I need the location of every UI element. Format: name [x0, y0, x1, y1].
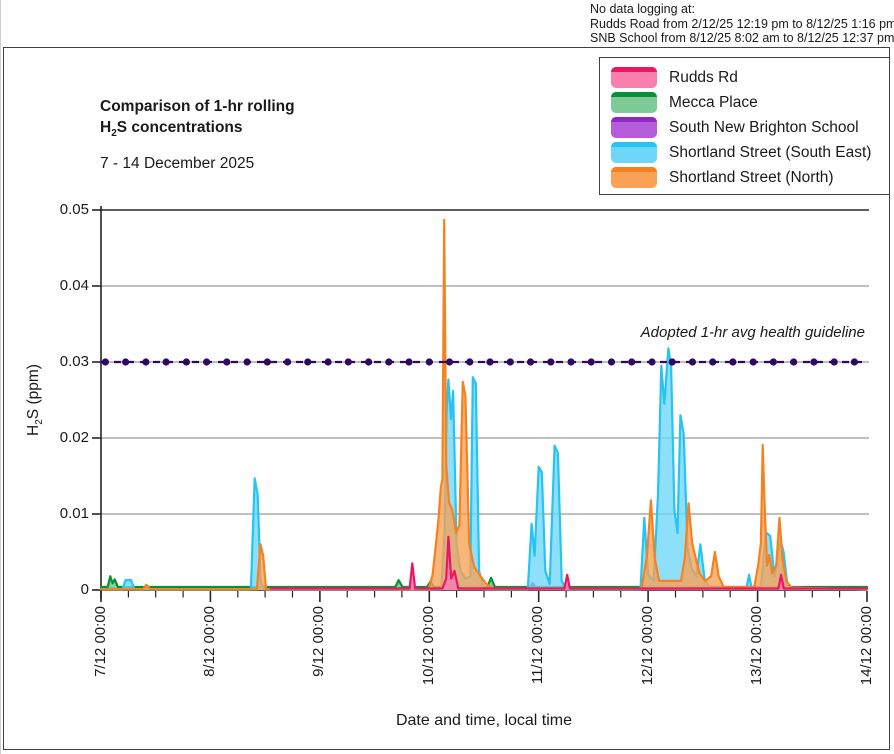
y-tick-label: 0 — [80, 580, 89, 598]
legend-swatch-rudds — [611, 67, 657, 88]
legend-swatch-top-line — [611, 67, 657, 72]
series-area-shortland_se — [101, 348, 867, 590]
legend-label-shortland_se: Shortland Street (South East) — [669, 143, 872, 161]
guideline-marker-dot — [769, 358, 778, 366]
guideline-marker-dot — [142, 358, 150, 366]
chart-title-block: Comparison of 1-hr rolling H2S concentra… — [100, 96, 295, 173]
y-axis-title: H2S (ppm) — [25, 364, 46, 436]
guideline-marker-dot — [506, 358, 514, 366]
guideline-marker-dot — [324, 358, 332, 366]
no-data-note-line1: No data logging at: — [590, 2, 695, 16]
series-area-shortland_n — [101, 219, 867, 590]
y-tick-label: 0.04 — [59, 276, 89, 294]
legend-item-rudds: Rudds Rd — [611, 65, 889, 90]
legend: Rudds Rd Mecca Place South New Brighton Sc… — [599, 57, 890, 195]
guideline-marker-dot — [547, 358, 555, 366]
guideline-marker-dot — [263, 358, 271, 366]
x-tick-label: 14/12 00:00 — [857, 606, 875, 686]
y-tick-label: 0.03 — [59, 352, 89, 370]
guideline-marker-dot — [688, 358, 697, 366]
series-line-shortland_se — [99, 347, 869, 591]
guideline-marker-dot — [243, 358, 251, 366]
legend-swatch-shortland_n — [611, 167, 657, 188]
legend-label-snbs: South New Brighton School — [669, 118, 859, 136]
guideline-marker-dot — [628, 358, 636, 366]
no-data-note-line3: SNB School from 8/12/25 8:02 am to 8/12/… — [590, 31, 894, 46]
legend-item-shortland_se: Shortland Street (South East) — [611, 140, 889, 165]
x-tick-label: 10/12 00:00 — [419, 606, 437, 686]
guideline-marker-dot — [587, 358, 595, 366]
no-data-note-line2: Rudds Road from 2/12/25 12:19 pm to 8/12… — [590, 16, 894, 31]
x-tick-label: 11/12 00:00 — [529, 606, 547, 685]
legend-item-shortland_n: Shortland Street (North) — [611, 165, 889, 190]
chart-title-line2: H2S concentrations — [100, 119, 243, 140]
legend-swatch-top-line — [611, 142, 657, 147]
x-axis-title: Date and time, local time — [395, 712, 573, 729]
guideline-marker-dot — [749, 358, 757, 366]
guideline-marker-dot — [526, 358, 535, 366]
guideline-marker-dot — [162, 358, 170, 366]
chart-subtitle: 7 - 14 December 2025 — [100, 155, 255, 173]
chart-title-line1: Comparison of 1-hr rolling — [100, 98, 295, 115]
guideline-marker-dot — [729, 358, 737, 366]
guideline-marker-dot — [223, 358, 231, 366]
series-line-shortland_n — [99, 218, 869, 591]
guideline-marker-dot — [344, 358, 352, 366]
y-tick-label: 0.01 — [59, 504, 89, 522]
guideline-marker-dot — [648, 358, 656, 366]
guideline-marker-dot — [445, 358, 454, 366]
guideline-marker-dot — [486, 358, 494, 366]
legend-label-shortland_n: Shortland Street (North) — [669, 168, 834, 186]
legend-swatch-snbs — [611, 117, 657, 138]
guideline-marker-dot — [365, 358, 373, 366]
guideline-marker-dot — [425, 358, 433, 366]
guideline-marker-dot — [567, 358, 575, 366]
legend-item-snbs: South New Brighton School — [611, 115, 889, 140]
guideline-marker-dot — [284, 358, 292, 366]
legend-label-mecca: Mecca Place — [669, 93, 758, 111]
no-data-note: No data logging at: Rudds Road from 2/12… — [590, 2, 894, 46]
x-tick-label: 8/12 00:00 — [200, 606, 218, 677]
x-tick-label: 9/12 00:00 — [310, 606, 328, 677]
guideline-marker-dot — [122, 358, 130, 366]
guideline-marker-dot — [101, 358, 109, 366]
guideline-marker-dot — [405, 358, 413, 366]
guideline-marker-dot — [304, 358, 312, 366]
guideline-marker-dot — [466, 358, 474, 366]
guideline-marker-dot — [709, 358, 717, 366]
x-tick-label: 12/12 00:00 — [638, 606, 656, 686]
legend-item-mecca: Mecca Place — [611, 90, 889, 115]
y-tick-label: 0.05 — [59, 200, 89, 218]
guideline-marker-dot — [203, 358, 211, 366]
guideline-marker-dot — [790, 358, 798, 366]
guideline-marker-dot — [810, 358, 818, 366]
legend-swatch-top-line — [611, 167, 657, 172]
guideline-label: Adopted 1-hr avg health guideline — [640, 324, 865, 341]
guideline-marker-dot — [385, 358, 393, 366]
legend-swatch-top-line — [611, 117, 657, 122]
guideline-marker-dot — [830, 358, 838, 366]
y-tick-label: 0.02 — [59, 428, 89, 446]
legend-swatch-top-line — [611, 92, 657, 97]
guideline-marker-dot — [607, 358, 616, 366]
guideline-marker-dot — [850, 358, 859, 366]
legend-swatch-mecca — [611, 92, 657, 113]
series-line-mecca — [99, 575, 869, 589]
guideline-marker-dot — [182, 358, 190, 366]
x-tick-label: 13/12 00:00 — [748, 606, 766, 686]
guideline-marker-dot — [668, 358, 676, 366]
series-line-rudds — [269, 535, 869, 590]
x-tick-label: 7/12 00:00 — [91, 606, 109, 677]
legend-label-rudds: Rudds Rd — [669, 68, 738, 86]
legend-swatch-shortland_se — [611, 142, 657, 163]
